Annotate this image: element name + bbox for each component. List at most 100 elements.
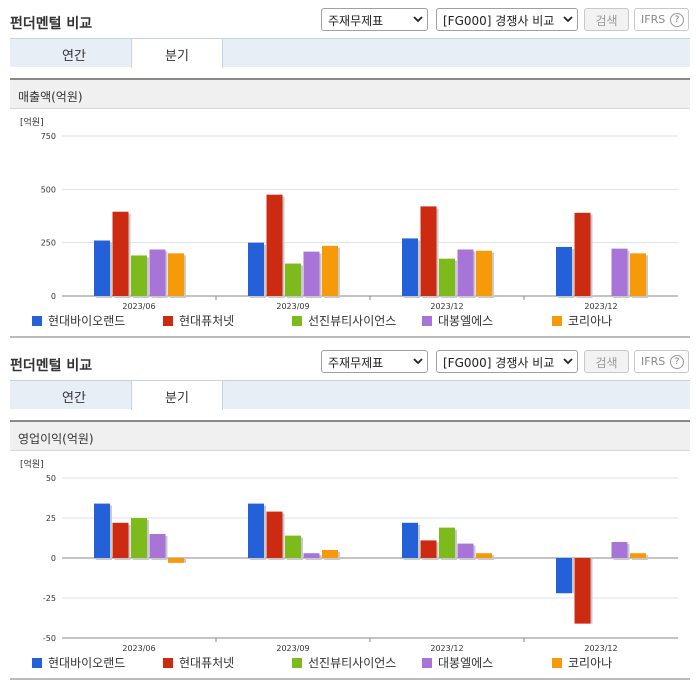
bar [556,246,572,296]
bar [420,540,437,558]
y-tick-label: 0 [51,292,56,301]
bar [266,194,283,296]
bar [476,250,492,296]
chevron-down-icon [413,16,423,23]
help-icon: ? [670,13,684,27]
ifrs-label: IFRS [641,13,666,26]
bar [457,249,474,296]
legend-swatch [292,316,302,326]
bar [476,553,492,558]
legend-swatch [32,658,42,668]
bar-chart: [억원]50 25 0 -25 -50 2023/06 2023/09 2023/12 2023… [20,458,678,652]
metric-section-header: 매출액(억원) [10,78,690,109]
legend-label: 현대바이오랜드 [48,314,126,328]
x-tick-label: 2023/12 [430,644,463,652]
legend-swatch [422,658,432,668]
tab-quarterly[interactable]: 분기 [131,38,223,68]
panel-header: 펀더멘털 비교 주재무제표 [FG000] 경쟁사 비교 검색 IFRS? [0,342,696,380]
panel-header: 펀더멘털 비교 주재무제표 [FG000] 경쟁사 비교 검색 IFRS? [0,0,696,38]
x-tick-label: 2023/12 [584,302,617,310]
bar [248,242,264,296]
chevron-down-icon [413,358,423,365]
legend-label: 선진뷰티사이언스 [308,314,397,328]
tab-annual[interactable]: 연간 [62,49,86,64]
bar [303,251,320,296]
x-tick-label: 2023/06 [122,644,155,652]
bar [94,503,110,558]
bar [131,255,147,296]
legend-item: 현대퓨처넷 [163,654,234,671]
search-button[interactable]: 검색 [584,8,629,31]
bar [611,542,628,558]
chevron-down-icon [563,358,573,365]
search-button[interactable]: 검색 [584,350,629,373]
legend-label: 현대바이오랜드 [48,656,126,670]
bar [112,522,129,558]
bar [420,206,437,296]
legend-swatch [552,658,562,668]
y-tick-label: 750 [41,132,56,141]
y-tick-label: 25 [46,514,56,523]
ifrs-label: IFRS [641,355,666,368]
y-tick-label: 250 [41,239,56,248]
tab-annual[interactable]: 연간 [62,391,86,406]
bar [149,534,166,558]
y-tick-label: -25 [43,594,56,603]
y-tick-label: 500 [41,185,56,194]
bar [131,518,147,558]
group-select-value: [FG000] 경쟁사 비교 [443,356,555,370]
bar [630,553,646,558]
y-tick-label: 50 [46,474,56,483]
chart-legend: 현대바이오랜드 현대퓨처넷 선진뷰티사이언스 대봉엘에스 코리아나 [32,654,672,670]
x-tick-label: 2023/12 [430,302,463,310]
y-tick-label: 0 [51,554,56,563]
bar [285,263,301,296]
fundamental-panel: 펀더멘털 비교 주재무제표 [FG000] 경쟁사 비교 검색 IFRS? 연간 분기 매출액… [0,0,696,338]
bar [303,553,320,558]
bar [322,550,338,558]
bar [457,543,474,558]
ifrs-help-button[interactable]: IFRS? [634,8,689,31]
bar [611,248,628,296]
unit-label: [억원] [20,458,44,470]
metric-section-header: 영업이익(억원) [10,420,690,451]
legend-label: 대봉엘에스 [438,656,494,670]
bar [402,238,418,296]
x-tick-label: 2023/09 [276,302,309,310]
group-select-value: [FG000] 경쟁사 비교 [443,14,555,28]
legend-item: 선진뷰티사이언스 [292,312,396,329]
legend-item: 대봉엘에스 [422,312,493,329]
unit-label: [억원] [20,116,44,128]
bar [574,558,591,624]
tab-quarterly[interactable]: 분기 [131,380,223,410]
bar [266,511,283,558]
group-select[interactable]: [FG000] 경쟁사 비교 [436,8,578,31]
legend-swatch [163,316,173,326]
legend-item: 코리아나 [552,654,612,671]
legend-swatch [32,316,42,326]
x-tick-label: 2023/06 [122,302,155,310]
bar [439,527,455,558]
legend-item: 현대퓨처넷 [163,312,234,329]
panel-title: 펀더멘털 비교 [10,358,93,374]
panel-bottom-border [10,336,690,338]
group-select[interactable]: [FG000] 경쟁사 비교 [436,350,578,373]
metric-label: 매출액(억원) [18,90,83,104]
statement-select-value: 주재무제표 [328,14,384,28]
bar [322,245,338,296]
bar [439,258,455,296]
statement-select[interactable]: 주재무제표 [321,350,428,373]
period-tabs: 연간 분기 [10,38,690,68]
legend-label: 선진뷰티사이언스 [308,656,397,670]
legend-label: 현대퓨처넷 [179,314,235,328]
bar [112,211,129,296]
legend-item: 현대바이오랜드 [32,654,125,671]
legend-label: 대봉엘에스 [438,314,494,328]
legend-label: 코리아나 [568,314,613,328]
period-tabs: 연간 분기 [10,380,690,410]
statement-select[interactable]: 주재무제표 [321,8,428,31]
legend-swatch [422,316,432,326]
legend-label: 코리아나 [568,656,613,670]
ifrs-help-button[interactable]: IFRS? [634,350,689,373]
